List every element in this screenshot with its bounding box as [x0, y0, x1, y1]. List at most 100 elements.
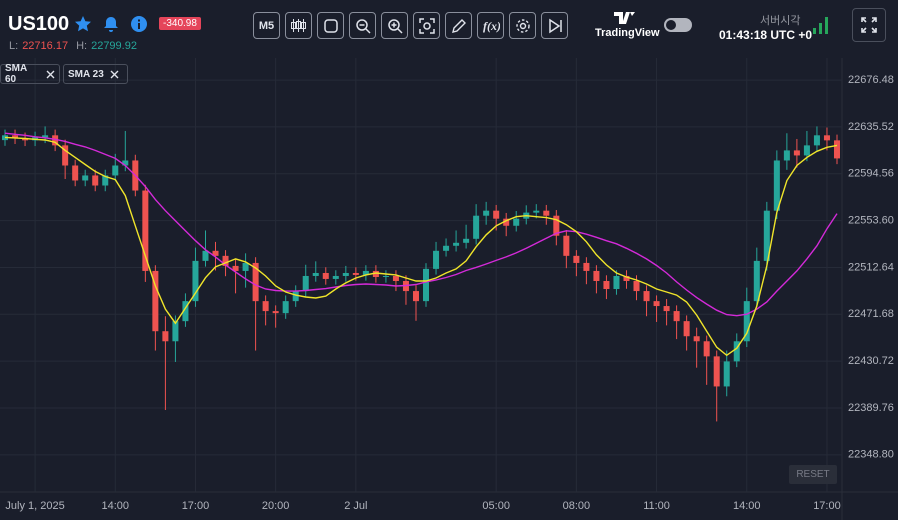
candle-body — [443, 245, 450, 251]
square-icon — [323, 18, 338, 33]
candle-body — [593, 270, 600, 282]
reset-button[interactable]: RESET — [789, 465, 837, 484]
indicator-button[interactable]: f(x) — [477, 12, 504, 39]
settings-button[interactable] — [509, 12, 536, 39]
candle-body — [122, 160, 129, 166]
candle-body — [613, 275, 620, 290]
candle-body — [463, 238, 470, 243]
candle-body — [272, 311, 279, 314]
candle-body — [693, 336, 700, 342]
low-value: 22716.17 — [22, 40, 69, 52]
y-tick-label: 22430.72 — [848, 355, 894, 367]
y-tick-label: 22512.64 — [848, 261, 894, 273]
candle-body — [813, 135, 820, 146]
candle-body — [603, 281, 610, 290]
candle-body — [713, 356, 720, 387]
change-badge: -340.98 — [159, 17, 201, 30]
pencil-icon — [451, 18, 466, 33]
candle-body — [643, 291, 650, 302]
chart-type-button[interactable] — [285, 12, 312, 39]
bell-icon[interactable] — [102, 15, 120, 33]
candle-body — [282, 301, 289, 314]
gear-icon — [515, 18, 530, 33]
candle-body — [833, 140, 840, 159]
candle-body — [493, 210, 500, 219]
close-icon[interactable] — [46, 70, 55, 79]
candle-body — [673, 311, 680, 322]
y-tick-label: 22389.76 — [848, 402, 894, 414]
candle-body — [262, 301, 269, 312]
candle-body — [142, 190, 149, 271]
fit-button[interactable] — [413, 12, 440, 39]
candle-body — [703, 341, 710, 357]
candle-body — [753, 260, 760, 302]
x-tick-label: 11:00 — [643, 500, 670, 512]
candle-body — [302, 275, 309, 292]
interval-button[interactable]: M5 — [253, 12, 280, 39]
legend-label: SMA 60 — [5, 63, 27, 85]
y-tick-label: 22676.48 — [848, 74, 894, 86]
legend-chip[interactable]: SMA 23 — [63, 64, 128, 84]
candle-body — [322, 272, 329, 279]
candle-body — [743, 301, 750, 342]
candle-body — [553, 215, 560, 236]
candle-body — [362, 270, 369, 275]
x-tick-label: 2 Jul — [344, 500, 367, 512]
x-tick-label: July 1, 2025 — [5, 500, 64, 512]
info-icon[interactable] — [130, 15, 148, 33]
candle-body — [423, 268, 430, 302]
server-time-label: 서버시각 — [760, 15, 801, 27]
candle-body — [172, 321, 179, 342]
candle-body — [573, 255, 580, 263]
candle-body — [152, 270, 159, 332]
skip-icon — [548, 18, 562, 33]
draw-button[interactable] — [445, 12, 472, 39]
candle-body — [563, 235, 570, 256]
candle-body — [292, 291, 299, 302]
y-tick-label: 22348.80 — [848, 449, 894, 461]
candles — [2, 126, 840, 422]
toggle-knob — [666, 20, 676, 30]
candle-body — [583, 262, 590, 271]
x-tick-label: 17:00 — [182, 500, 210, 512]
replay-button[interactable] — [541, 12, 568, 39]
candle-body — [22, 138, 29, 141]
candle-body — [72, 165, 79, 181]
low-label: L: — [9, 40, 19, 52]
close-icon[interactable] — [110, 70, 119, 79]
star-icon[interactable] — [74, 15, 92, 33]
zoom-in-icon — [387, 18, 403, 34]
candle-body — [52, 135, 59, 146]
candle-body — [793, 150, 800, 156]
fullscreen-button[interactable] — [852, 8, 886, 42]
candle-body — [352, 272, 359, 275]
symbol: US100 — [8, 13, 70, 35]
candle-body — [162, 331, 169, 342]
reset-label: RESET — [796, 469, 830, 480]
candle-body — [182, 301, 189, 322]
candle-body — [232, 265, 239, 271]
candles-icon — [291, 19, 306, 32]
legend-chip[interactable]: SMA 60 — [0, 63, 60, 85]
candle-body — [663, 306, 670, 312]
brand: TradingView — [595, 27, 660, 39]
candle-body — [202, 250, 209, 261]
candle-body — [533, 210, 540, 213]
range: L: 22716.17 H: 22799.92 — [9, 40, 137, 52]
candle-body — [392, 275, 399, 282]
interval: M5 — [258, 19, 275, 32]
candle-body — [623, 275, 630, 282]
zoom-in-button[interactable] — [381, 12, 408, 39]
svg-text:f(x): f(x) — [483, 18, 500, 32]
candle-body — [102, 175, 109, 186]
candle-body — [473, 215, 480, 239]
candle-body — [783, 150, 790, 161]
candle-body — [723, 361, 730, 387]
candle-body — [42, 135, 49, 138]
toggle[interactable] — [664, 18, 692, 32]
brand-logo — [614, 12, 635, 24]
zoom-out-button[interactable] — [349, 12, 376, 39]
shape-button[interactable] — [317, 12, 344, 39]
candle-body — [823, 135, 830, 141]
